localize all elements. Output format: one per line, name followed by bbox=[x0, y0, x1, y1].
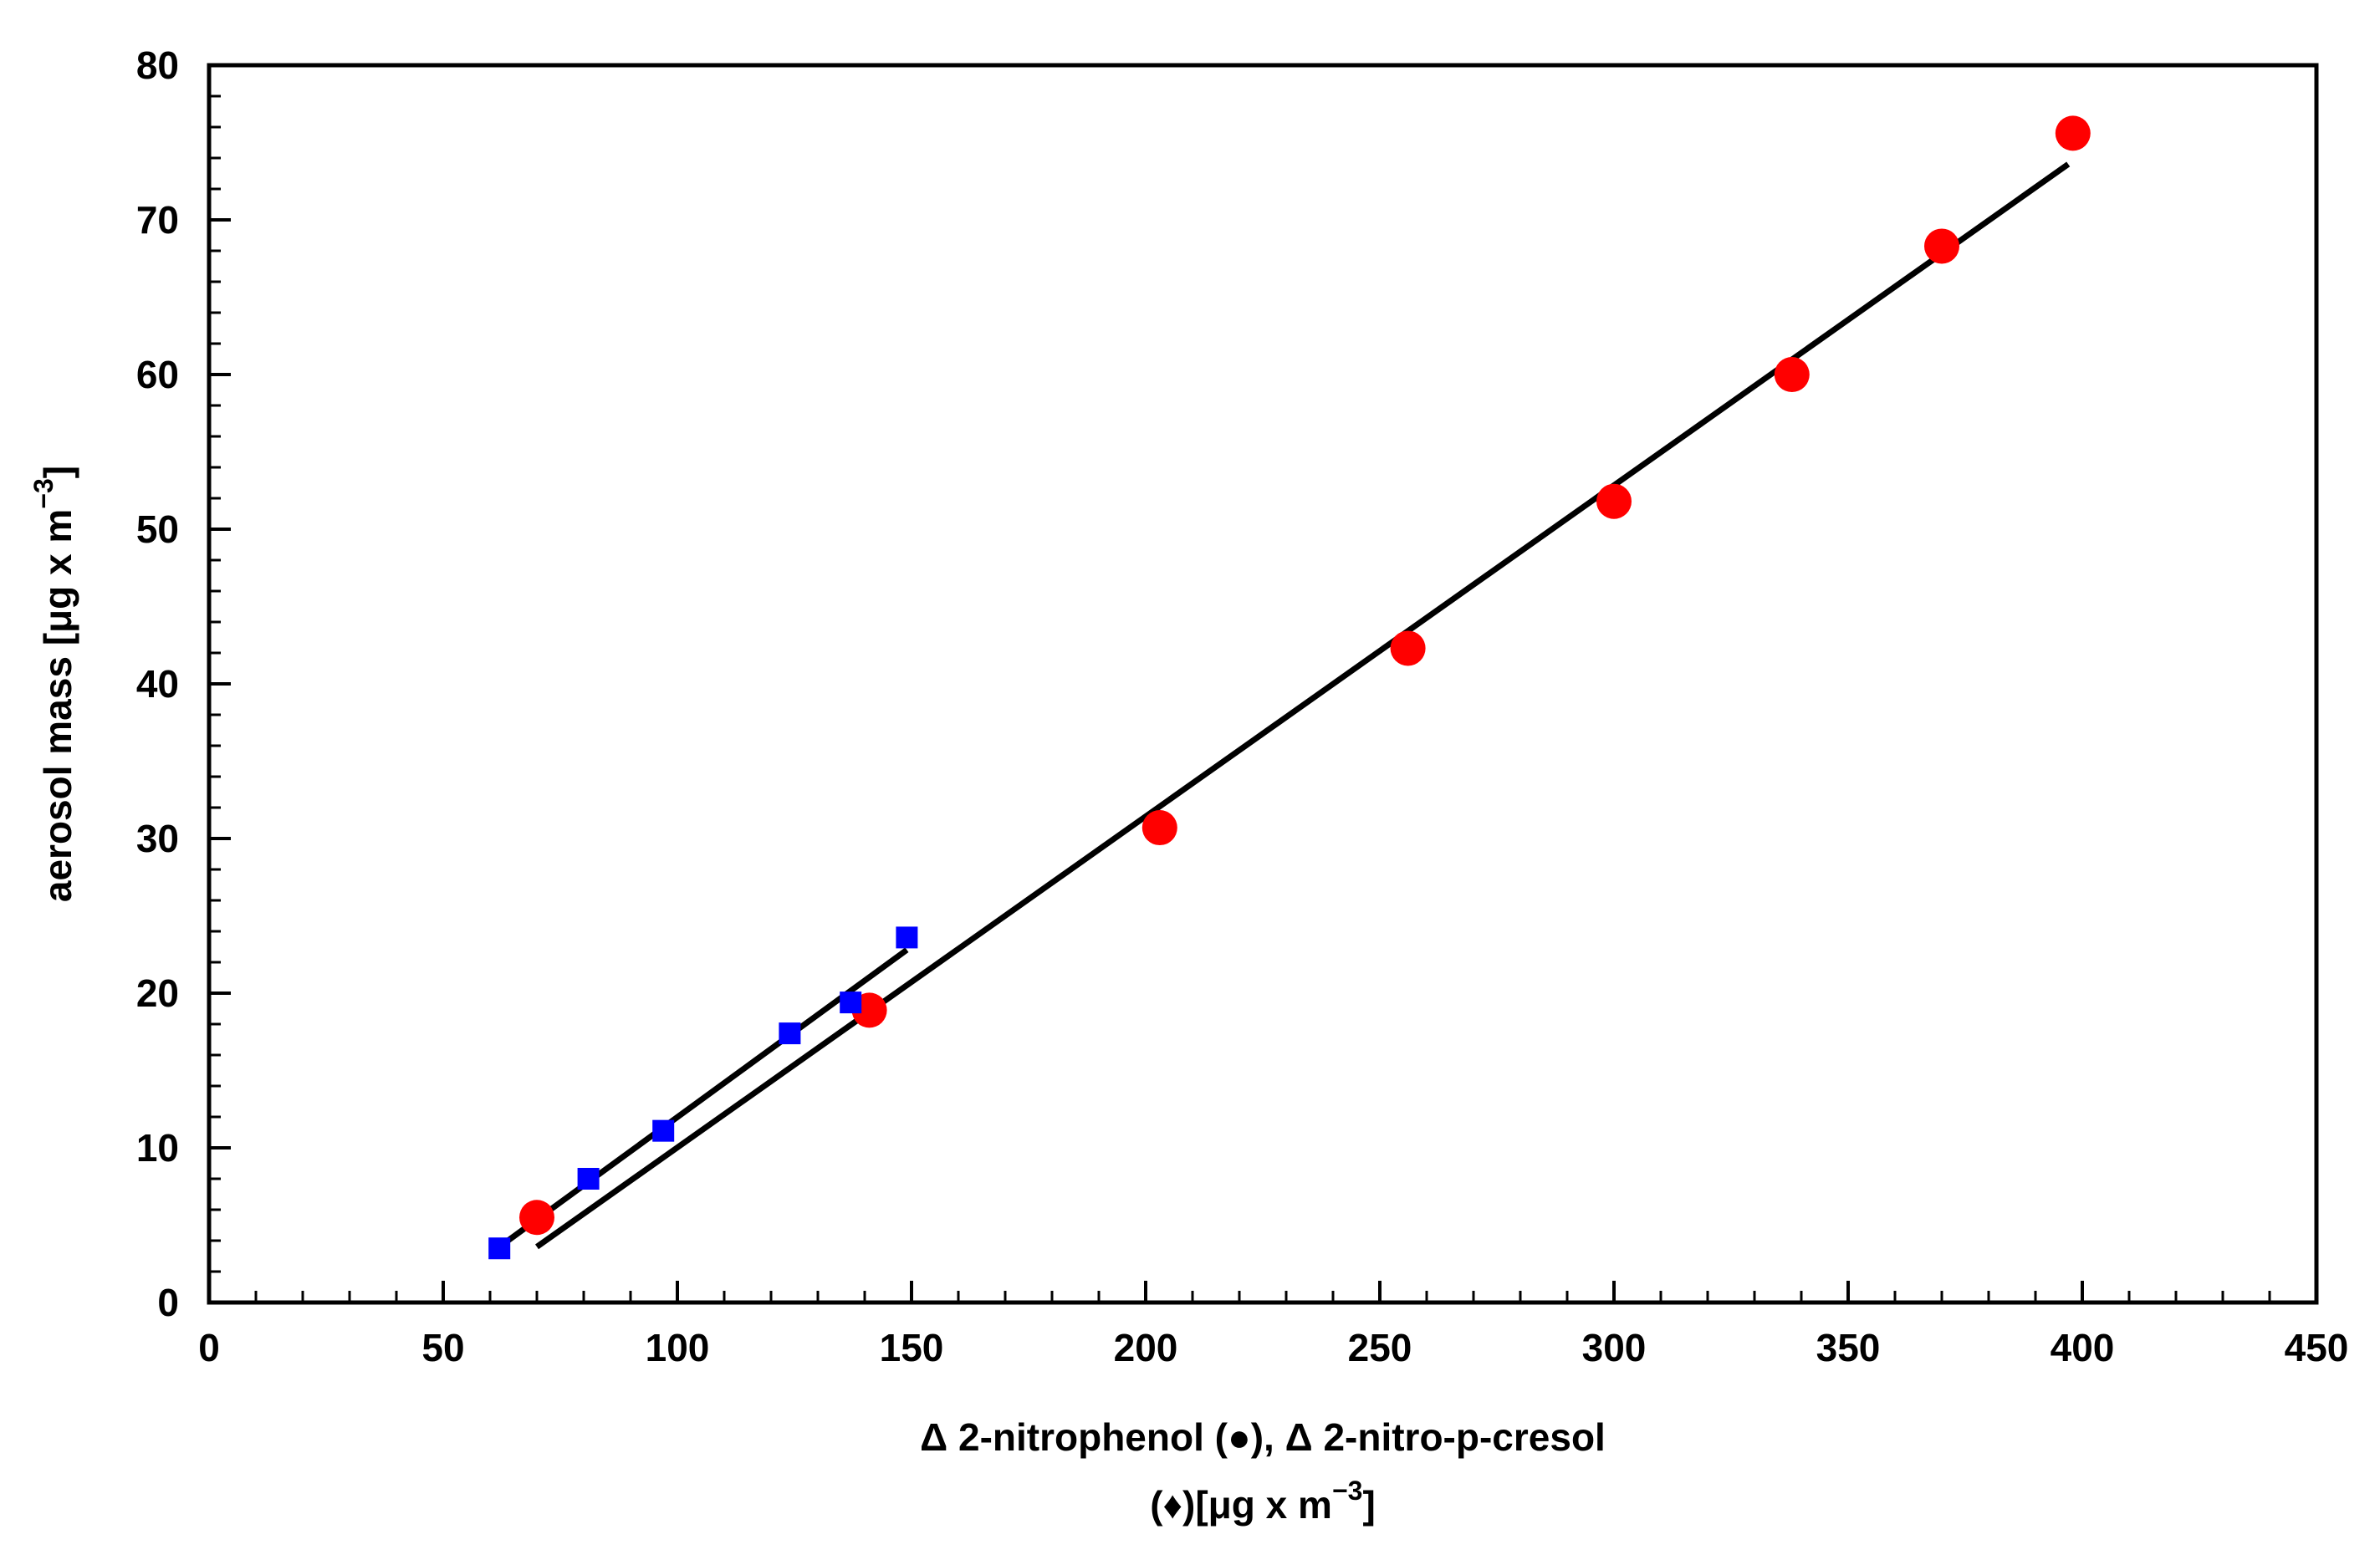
data-points bbox=[488, 115, 2091, 1260]
fit-line bbox=[534, 161, 2071, 1250]
x-tick-label: 100 bbox=[646, 1326, 710, 1369]
x-axis-title-line1: Δ 2-nitrophenol (●), Δ 2-nitro-p-cresol bbox=[920, 1415, 1606, 1459]
x-axis-title-line2: (♦)[μg x m−3] bbox=[1150, 1476, 1376, 1527]
data-point-circle bbox=[519, 1200, 554, 1236]
y-tick-label: 40 bbox=[136, 662, 179, 706]
x-tick-label: 50 bbox=[421, 1326, 464, 1369]
y-tick-label: 20 bbox=[136, 971, 179, 1015]
x-tick-label: 250 bbox=[1348, 1326, 1412, 1369]
data-point-circle bbox=[1141, 810, 1177, 846]
x-tick-label: 150 bbox=[880, 1326, 944, 1369]
fit-line bbox=[498, 947, 909, 1250]
data-point-circle bbox=[2055, 115, 2091, 151]
major-ticks bbox=[207, 64, 2318, 1304]
y-tick-label: 30 bbox=[136, 817, 179, 860]
x-tick-label: 450 bbox=[2285, 1326, 2349, 1369]
y-tick-label: 80 bbox=[136, 43, 179, 87]
y-tick-labels: 0 10 20 30 40 50 60 70 80 bbox=[136, 43, 179, 1324]
y-tick-label: 50 bbox=[136, 507, 179, 551]
fit-lines bbox=[498, 161, 2071, 1250]
x-tick-label: 350 bbox=[1816, 1326, 1881, 1369]
data-point-circle bbox=[1774, 357, 1810, 392]
plot-frame bbox=[207, 63, 2319, 1305]
data-point-square bbox=[577, 1168, 600, 1190]
data-point-circle bbox=[1596, 483, 1632, 519]
data-point-square bbox=[652, 1119, 675, 1142]
data-point-circle bbox=[1390, 630, 1426, 666]
data-point-square bbox=[488, 1237, 511, 1260]
y-tick-label: 0 bbox=[157, 1281, 179, 1324]
y-tick-label: 10 bbox=[136, 1126, 179, 1170]
y-tick-label: 70 bbox=[136, 198, 179, 242]
y-tick-label: 60 bbox=[136, 353, 179, 396]
data-point-circle bbox=[1924, 228, 1959, 264]
x-tick-labels: 0 50 100 150 200 250 300 350 400 450 bbox=[198, 1326, 2348, 1369]
data-point-square bbox=[779, 1022, 801, 1045]
x-tick-label: 300 bbox=[1582, 1326, 1647, 1369]
x-tick-label: 0 bbox=[198, 1326, 220, 1369]
data-point-square bbox=[840, 992, 862, 1014]
x-tick-label: 400 bbox=[2051, 1326, 2115, 1369]
y-axis-title: aerosol mass [μg x m−3] bbox=[28, 466, 79, 902]
data-point-square bbox=[896, 926, 918, 949]
x-tick-label: 200 bbox=[1114, 1326, 1178, 1369]
